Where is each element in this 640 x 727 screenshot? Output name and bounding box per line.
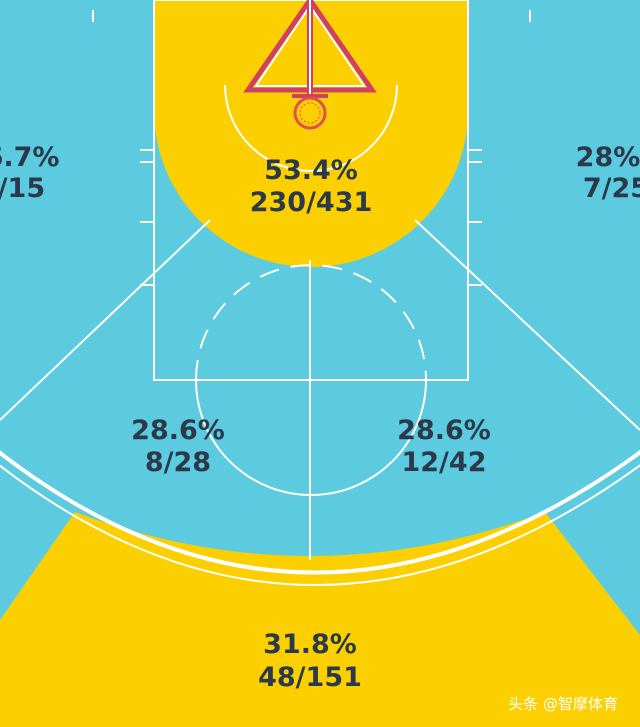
left-corner-made-att: 1/15: [0, 173, 45, 204]
restricted-arc: [224, 84, 398, 172]
watermark-handle: @智摩体育: [543, 695, 618, 713]
watermark: 头条 @智摩体育: [508, 695, 618, 713]
right-corner-pct: 28%: [576, 142, 640, 173]
zone-restricted-area: [154, 0, 468, 267]
hoop-inner: [299, 102, 321, 124]
free-throw-circle-upper: [195, 264, 427, 381]
left-zone-divider: [0, 219, 211, 421]
right-midrange-made-att: 12/42: [401, 447, 486, 478]
three-point-line-inner: [0, 463, 640, 586]
right-midrange-pct: 28.6%: [397, 415, 491, 446]
top-three-made-att: 48/151: [258, 662, 362, 693]
left-midrange-pct: 28.6%: [131, 415, 225, 446]
top-three-pct: 31.8%: [263, 629, 357, 660]
free-throw-circle-lower: [195, 379, 427, 496]
watermark-source: 头条: [508, 695, 538, 713]
zone-top-three: [0, 512, 640, 727]
right-corner-made-att: 7/25: [583, 173, 640, 204]
restricted-area-made-att: 230/431: [250, 187, 373, 218]
hoop-icon: [293, 96, 327, 130]
restricted-area-pct: 53.4%: [264, 155, 358, 186]
three-point-line: [0, 449, 640, 575]
lane-hash-marks: [92, 10, 531, 286]
right-zone-divider: [414, 219, 640, 431]
left-corner-pct: 6.7%: [0, 142, 59, 173]
left-midrange-made-att: 8/28: [145, 447, 211, 478]
